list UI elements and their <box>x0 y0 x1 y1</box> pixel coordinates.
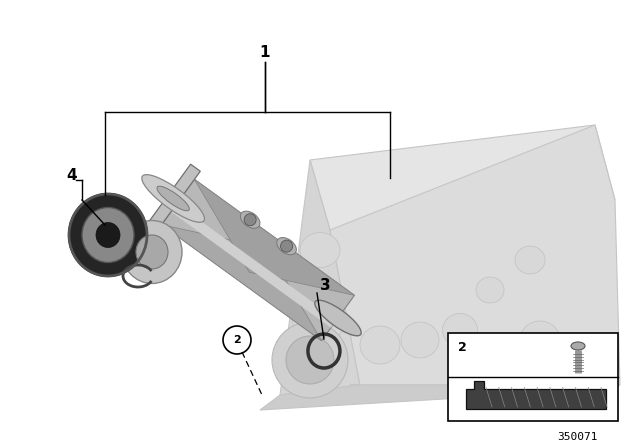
Ellipse shape <box>157 186 189 211</box>
Ellipse shape <box>315 300 361 336</box>
Ellipse shape <box>241 211 260 228</box>
Polygon shape <box>260 385 620 410</box>
Ellipse shape <box>571 342 585 350</box>
Ellipse shape <box>96 223 120 247</box>
Polygon shape <box>195 179 355 295</box>
Text: 350071: 350071 <box>557 432 598 442</box>
Text: 2: 2 <box>233 335 241 345</box>
Ellipse shape <box>401 322 439 358</box>
Polygon shape <box>330 125 620 385</box>
Ellipse shape <box>300 233 340 267</box>
Ellipse shape <box>520 321 560 359</box>
Text: 2: 2 <box>458 340 467 353</box>
Circle shape <box>286 336 334 384</box>
Text: 4: 4 <box>67 168 77 182</box>
Polygon shape <box>161 224 321 340</box>
Polygon shape <box>146 164 200 233</box>
Text: 3: 3 <box>320 277 330 293</box>
Circle shape <box>280 240 292 252</box>
Polygon shape <box>280 160 360 395</box>
Ellipse shape <box>360 326 400 364</box>
Ellipse shape <box>82 207 134 263</box>
Ellipse shape <box>142 175 205 222</box>
Polygon shape <box>466 381 606 409</box>
Polygon shape <box>161 179 355 340</box>
Ellipse shape <box>476 277 504 303</box>
Text: 1: 1 <box>260 44 270 60</box>
Ellipse shape <box>276 237 296 255</box>
Polygon shape <box>171 204 337 328</box>
Ellipse shape <box>136 235 168 269</box>
Circle shape <box>244 214 256 226</box>
Circle shape <box>272 322 348 398</box>
Bar <box>448 333 618 421</box>
Ellipse shape <box>442 314 477 346</box>
Ellipse shape <box>69 194 147 276</box>
Ellipse shape <box>155 184 201 220</box>
Ellipse shape <box>292 300 348 340</box>
Ellipse shape <box>122 220 182 284</box>
Polygon shape <box>310 125 615 230</box>
Ellipse shape <box>515 246 545 274</box>
